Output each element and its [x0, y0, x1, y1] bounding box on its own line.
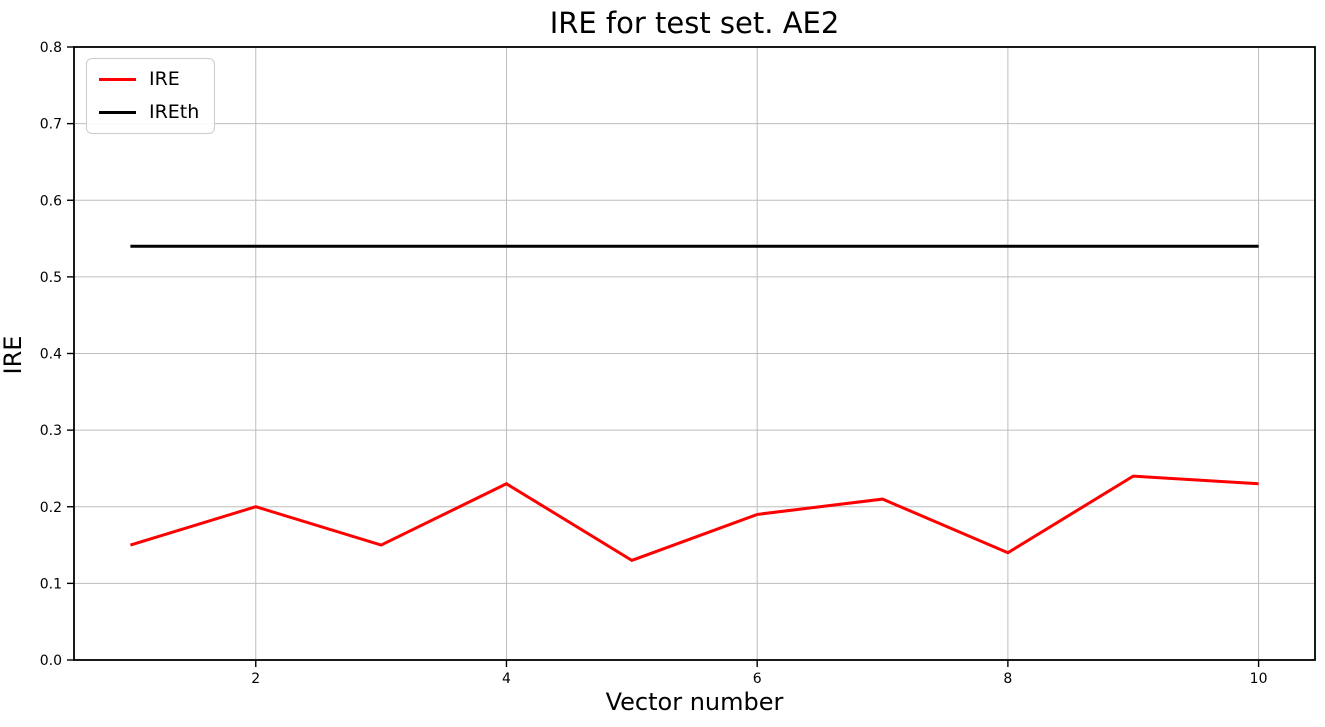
- x-axis-label: Vector number: [605, 688, 784, 716]
- y-tick-label: 0.6: [40, 193, 62, 209]
- y-tick-label: 0.7: [40, 117, 62, 133]
- x-tick-label: 8: [1003, 671, 1012, 687]
- x-tick-label: 6: [753, 671, 762, 687]
- legend-item-ireth: IREth: [99, 101, 199, 124]
- x-tick-label: 10: [1250, 671, 1268, 687]
- ire-line-sample: [99, 77, 136, 81]
- x-tick-label: 4: [502, 671, 511, 687]
- y-tick-label: 0.4: [40, 347, 62, 363]
- y-tick-label: 0.5: [40, 270, 62, 286]
- x-tick-label: 2: [251, 671, 260, 687]
- y-tick-label: 0.2: [40, 500, 62, 516]
- legend-label-ire: IRE: [149, 68, 180, 90]
- y-tick-label: 0.1: [40, 576, 62, 592]
- legend-item-ire: IRE: [99, 68, 199, 91]
- y-tick-label: 0.0: [40, 653, 62, 669]
- y-tick-label: 0.3: [40, 423, 62, 439]
- chart-title: IRE for test set. AE2: [549, 6, 840, 40]
- ireth-line-sample: [99, 110, 136, 114]
- series-line-ire: [129, 474, 1259, 563]
- legend-label-ireth: IREth: [149, 100, 200, 123]
- legend: IRE IREth: [86, 58, 216, 134]
- y-tick-label: 0.8: [40, 40, 62, 56]
